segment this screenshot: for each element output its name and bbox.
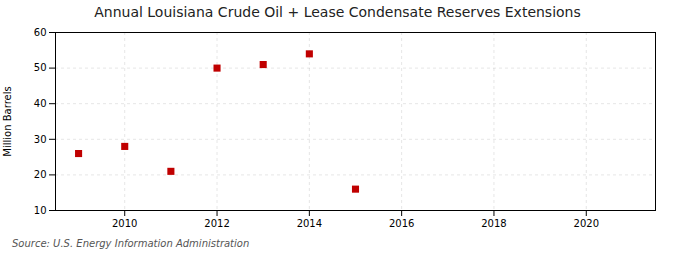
svg-text:30: 30: [34, 134, 47, 145]
svg-text:2020: 2020: [574, 218, 599, 229]
svg-text:40: 40: [34, 98, 47, 109]
svg-text:60: 60: [34, 27, 47, 38]
svg-text:2014: 2014: [297, 218, 322, 229]
html-text:Annual Louisiana Crude Oil + L: Annual Louisiana Crude Oil + Lease Conde…: [94, 4, 581, 20]
svg-text:50: 50: [34, 62, 47, 73]
html-text:Source: U.S. Energy Informatio: Source: U.S. Energy Information Administ…: [12, 238, 250, 249]
svg-text:2016: 2016: [389, 218, 414, 229]
svg-text:2010: 2010: [112, 218, 137, 229]
svg-text:Million Barrels: Million Barrels: [2, 86, 13, 156]
svg-text:10: 10: [34, 205, 47, 216]
svg-text:2012: 2012: [204, 218, 229, 229]
svg-text:2018: 2018: [481, 218, 506, 229]
svg-text:20: 20: [34, 169, 47, 180]
